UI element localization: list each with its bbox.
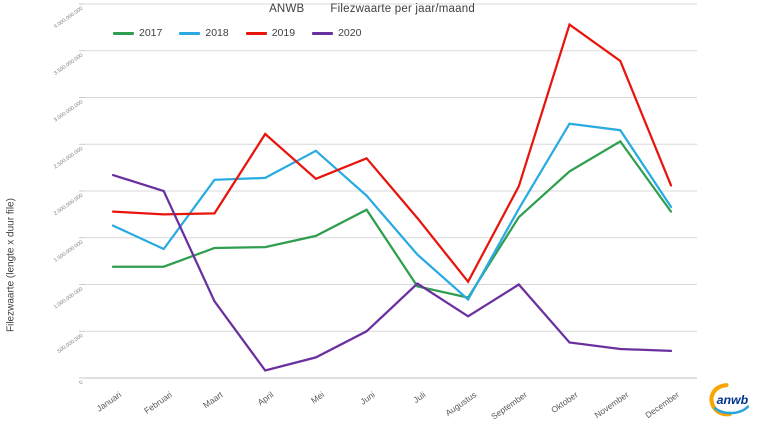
- series-line-2018: [111, 122, 673, 302]
- legend-label: 2019: [271, 27, 296, 39]
- x-tick-label: Januari: [95, 389, 124, 413]
- x-tick-label: Augustus: [443, 389, 478, 418]
- y-tick-label: 3.500.000.000: [53, 52, 84, 76]
- anwb-logo: anwb: [709, 383, 750, 417]
- chart-title: ANWB Filezwaarte per jaar/maand: [0, 3, 752, 15]
- legend-item-2019: 2019: [245, 27, 296, 39]
- legend-item-2017: 2017: [113, 27, 162, 39]
- y-tick-label: 0: [78, 380, 84, 387]
- y-tick-label: 2.000.000.000: [53, 193, 84, 217]
- legend-swatch-2019: [245, 31, 267, 35]
- legend-swatch-2018: [179, 31, 201, 35]
- x-tick-label: Maart: [201, 389, 225, 410]
- anwb-logo-text: anwb: [717, 393, 749, 407]
- y-tick-label: 500.000.000: [57, 333, 85, 355]
- legend-item-2020: 2020: [312, 27, 361, 39]
- x-tick-label: Februari: [142, 389, 174, 415]
- legend-label: 2020: [338, 27, 362, 39]
- y-tick-label: 3.000.000.000: [53, 99, 84, 123]
- x-tick-label: April: [256, 389, 276, 407]
- anwb-logo-orange-swirl: [709, 383, 732, 417]
- x-tick-label: Juni: [358, 389, 377, 406]
- y-axis-title: Filezwaarte (lengte x duur file): [5, 198, 17, 333]
- y-tick-label: 1.000.000.000: [53, 286, 84, 310]
- legend-swatch-2020: [312, 31, 334, 35]
- legend-item-2018: 2018: [179, 27, 229, 39]
- x-tick-label: November: [593, 389, 631, 420]
- chart-title-brand: ANWB: [269, 3, 305, 15]
- legend-label: 2017: [139, 27, 163, 39]
- legend-label: 2018: [205, 27, 229, 39]
- x-tick-label: Mei: [309, 389, 326, 405]
- chart-title-text: Filezwaarte per jaar/maand: [330, 3, 475, 15]
- y-tick-label: 1.500.000.000: [53, 239, 84, 263]
- x-tick-label: September: [489, 389, 529, 421]
- x-tick-label: Juli: [411, 389, 427, 405]
- legend-swatch-2017: [113, 31, 134, 35]
- x-tick-label: December: [643, 389, 681, 420]
- anwb-logo-blue-swirl: [713, 405, 750, 415]
- chart-legend: 2017 2018 2019 2020: [113, 27, 361, 39]
- series-line-2019: [111, 22, 673, 284]
- series-line-2020: [111, 173, 673, 372]
- y-tick-label: 2.500.000.000: [53, 146, 84, 170]
- series-line-2017: [111, 139, 673, 299]
- x-tick-label: Oktober: [549, 389, 580, 415]
